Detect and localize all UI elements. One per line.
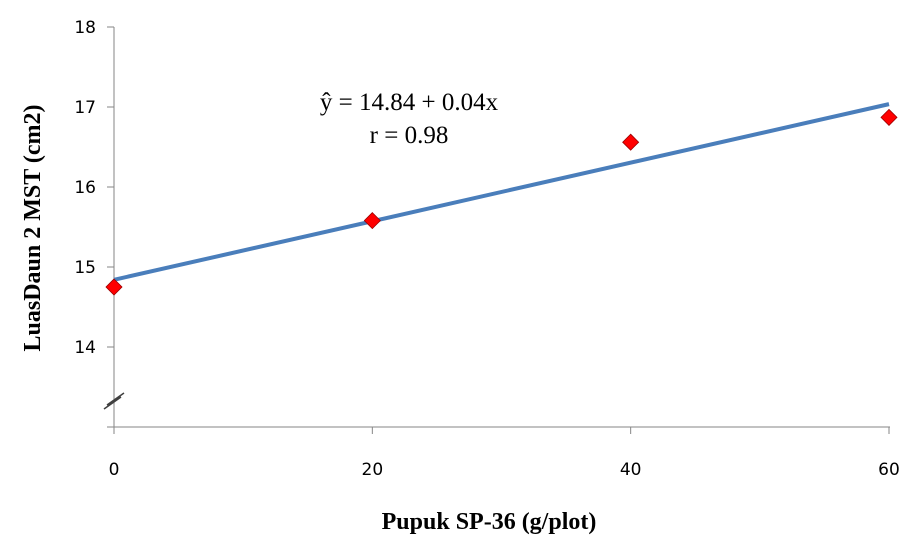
data-point — [363, 212, 381, 230]
y-axis-ticks: 14 15 16 17 18 — [74, 18, 114, 428]
correlation-coefficient: r = 0.98 — [370, 122, 449, 149]
y-tick-label: 16 — [74, 178, 96, 198]
data-point — [105, 278, 123, 296]
x-tick-label: 40 — [620, 460, 642, 480]
x-axis-ticks: 0 20 40 60 — [109, 427, 900, 480]
regression-equation: ŷ = 14.84 + 0.04x — [320, 89, 499, 116]
trendline — [113, 102, 890, 282]
y-tick-label: 15 — [74, 258, 96, 278]
x-tick-label: 60 — [878, 460, 900, 480]
x-axis-title: Pupuk SP-36 (g/plot) — [382, 509, 597, 535]
data-point — [880, 108, 898, 126]
y-tick-label: 18 — [74, 18, 96, 38]
data-points — [105, 108, 898, 296]
y-tick-label: 17 — [74, 98, 96, 118]
x-tick-label: 20 — [362, 460, 384, 480]
x-tick-label: 0 — [109, 460, 120, 480]
y-axis-break-mark — [103, 392, 125, 410]
axes: 14 15 16 17 18 0 20 40 60 — [74, 18, 899, 480]
data-point — [622, 133, 640, 151]
y-tick-label: 14 — [74, 338, 96, 358]
y-axis-title: LuasDaun 2 MST (cm2) — [20, 105, 46, 352]
